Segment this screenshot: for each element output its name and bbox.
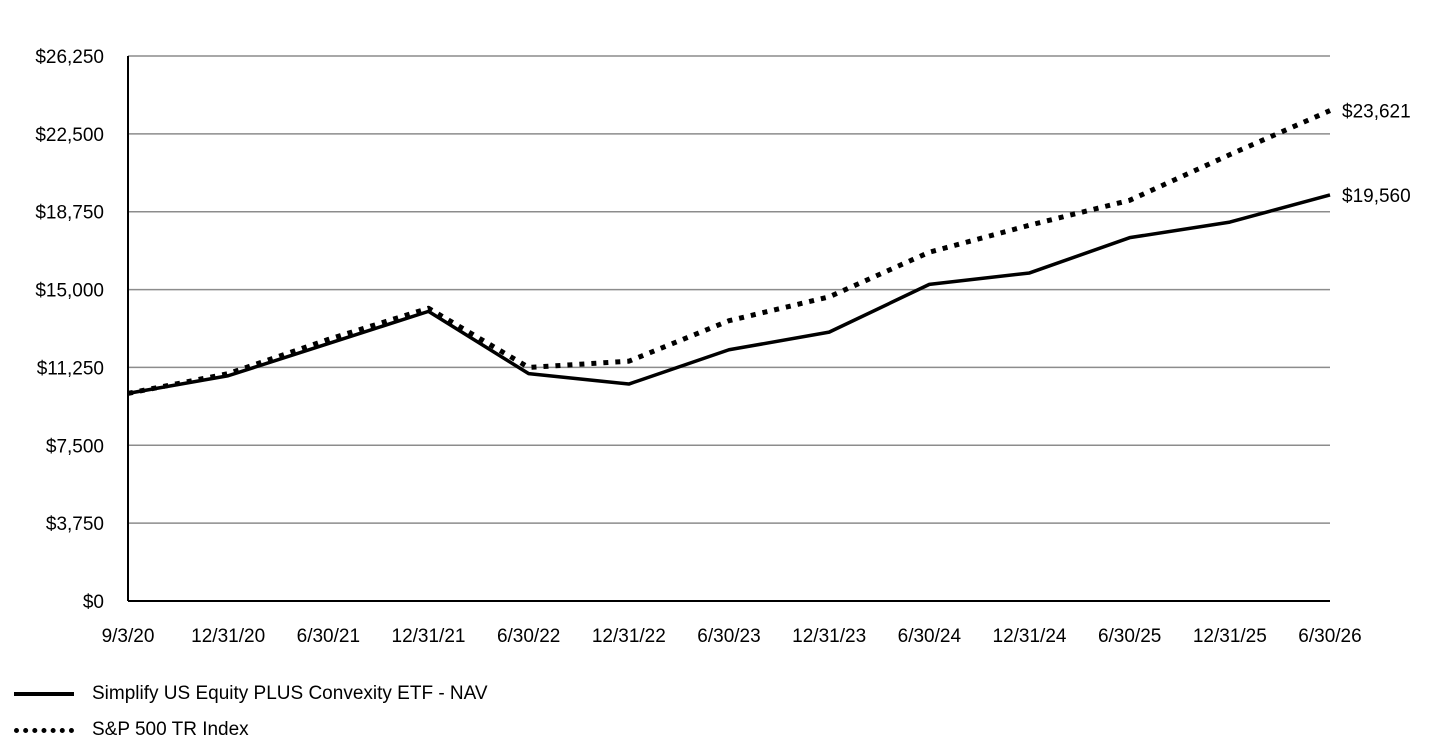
legend-item-sp500: S&P 500 TR Index <box>14 712 488 748</box>
y-tick-label: $26,250 <box>35 47 104 68</box>
x-tick-label: 6/30/26 <box>1298 626 1361 647</box>
end-value-labels: $19,560 $23,621 <box>1342 102 1411 207</box>
end-label-sp500: $23,621 <box>1342 102 1411 123</box>
legend-swatch-solid <box>14 692 74 696</box>
x-axis-ticks: 9/3/20 12/31/20 6/30/21 12/31/21 6/30/22 12/3… <box>102 626 1362 647</box>
x-tick-label: 12/31/25 <box>1193 626 1267 647</box>
y-tick-label: $7,500 <box>46 436 104 457</box>
legend-label-nav: Simplify US Equity PLUS Convexity ETF - … <box>92 683 488 704</box>
x-tick-label: 12/31/20 <box>191 626 265 647</box>
series-line-nav <box>127 193 1331 396</box>
x-tick-label: 9/3/20 <box>102 626 155 647</box>
y-tick-label: $0 <box>83 592 104 613</box>
x-tick-label: 6/30/24 <box>898 626 962 647</box>
legend: Simplify US Equity PLUS Convexity ETF - … <box>14 676 488 748</box>
y-tick-label: $22,500 <box>35 125 104 146</box>
axes <box>127 56 1330 602</box>
y-tick-label: $11,250 <box>37 358 104 379</box>
grid-lines <box>128 55 1330 524</box>
series-lines <box>127 108 1332 396</box>
x-tick-label: 12/31/24 <box>993 626 1067 647</box>
x-tick-label: 12/31/22 <box>592 626 666 647</box>
x-tick-label: 6/30/23 <box>697 626 760 647</box>
x-tick-label: 6/30/25 <box>1098 626 1161 647</box>
x-tick-label: 6/30/22 <box>497 626 560 647</box>
x-tick-label: 6/30/21 <box>297 626 360 647</box>
y-tick-label: $15,000 <box>35 281 104 302</box>
legend-swatch-dotted <box>14 727 74 733</box>
y-axis-ticks: $0 $3,750 $7,500 $11,250 $15,000 $18,750 $22,5… <box>35 47 104 613</box>
chart-canvas: $0 $3,750 $7,500 $11,250 $15,000 $18,750 $22,5… <box>35 47 1411 647</box>
legend-label-sp500: S&P 500 TR Index <box>92 719 249 740</box>
y-tick-label: $18,750 <box>35 203 104 224</box>
y-tick-label: $3,750 <box>46 514 104 535</box>
x-tick-label: 12/31/23 <box>792 626 866 647</box>
end-label-nav: $19,560 <box>1342 186 1411 207</box>
legend-item-nav: Simplify US Equity PLUS Convexity ETF - … <box>14 676 488 712</box>
x-tick-label: 12/31/21 <box>392 626 466 647</box>
series-line-sp500 <box>127 108 1332 396</box>
